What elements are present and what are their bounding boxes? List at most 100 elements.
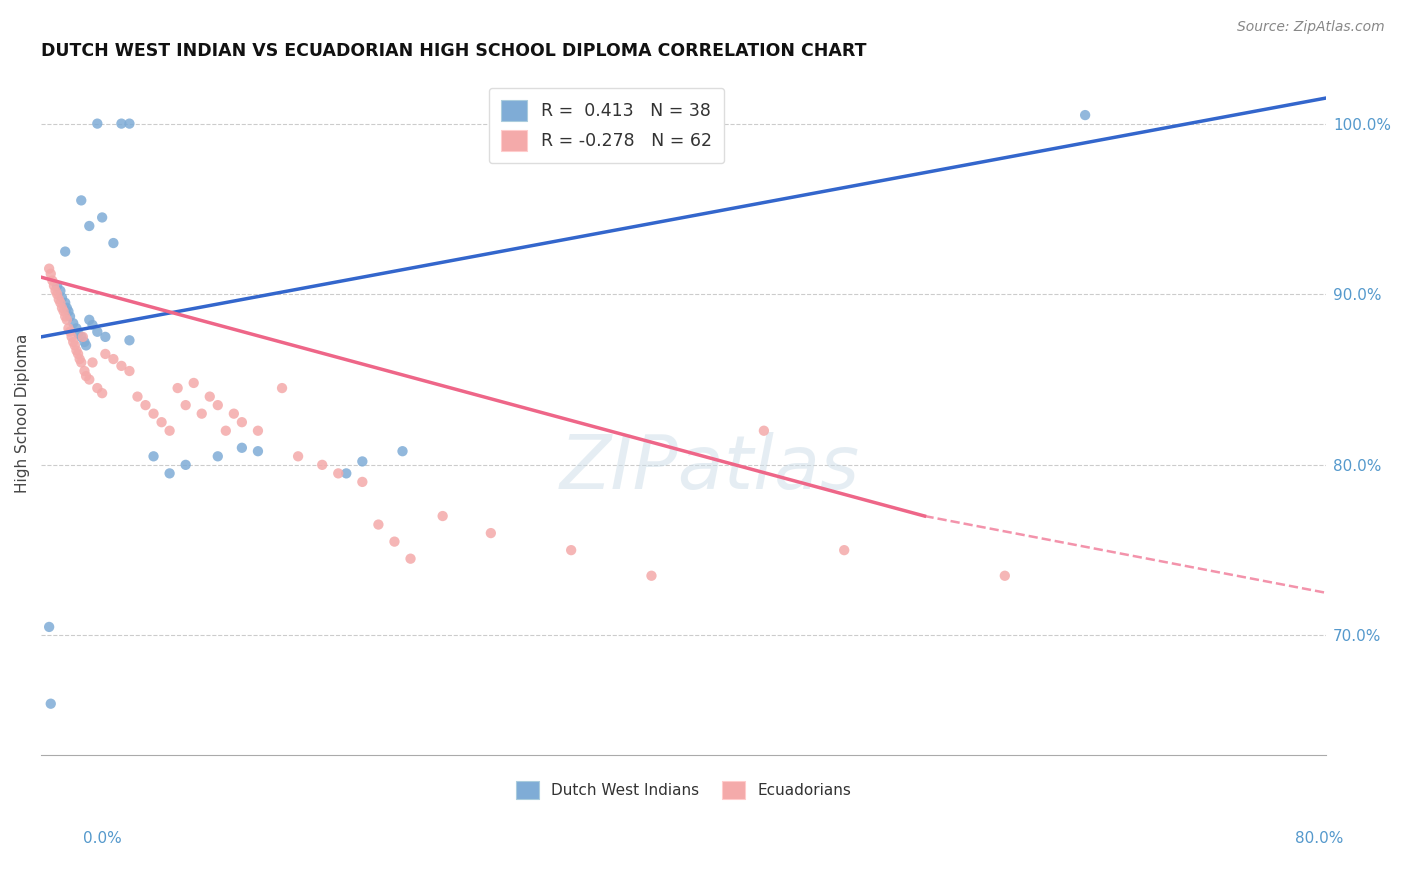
Point <box>75 338 97 352</box>
Point <box>328 467 350 481</box>
Point <box>59 325 82 339</box>
Point <box>58 321 80 335</box>
Point <box>46 278 69 293</box>
Point <box>231 415 253 429</box>
Point <box>53 295 76 310</box>
Point <box>832 543 855 558</box>
Point <box>86 381 108 395</box>
Point <box>150 415 173 429</box>
Point <box>103 235 125 250</box>
Point <box>75 369 97 384</box>
Y-axis label: High School Diploma: High School Diploma <box>15 334 30 493</box>
Point <box>52 304 75 318</box>
Point <box>384 534 406 549</box>
Point <box>58 304 80 318</box>
Point <box>190 407 212 421</box>
Point <box>70 355 93 369</box>
Point <box>142 450 165 464</box>
Point <box>49 284 72 298</box>
Point <box>118 333 141 347</box>
Point <box>222 407 245 421</box>
Legend: Dutch West Indians, Ecuadorians: Dutch West Indians, Ecuadorians <box>510 774 858 805</box>
Point <box>62 334 84 349</box>
Point <box>391 444 413 458</box>
Point <box>367 517 389 532</box>
Point <box>86 117 108 131</box>
Point <box>640 568 662 582</box>
Point <box>271 381 294 395</box>
Point <box>134 398 156 412</box>
Point <box>231 441 253 455</box>
Point <box>73 334 96 349</box>
Point <box>49 295 72 310</box>
Text: DUTCH WEST INDIAN VS ECUADORIAN HIGH SCHOOL DIPLOMA CORRELATION CHART: DUTCH WEST INDIAN VS ECUADORIAN HIGH SCH… <box>41 42 866 60</box>
Point <box>118 117 141 131</box>
Point <box>72 330 94 344</box>
Point <box>38 261 60 276</box>
Point <box>335 467 357 481</box>
Point <box>41 274 63 288</box>
Point <box>994 568 1017 582</box>
Point <box>207 450 229 464</box>
Point <box>207 398 229 412</box>
Point <box>79 219 101 233</box>
Point <box>79 372 101 386</box>
Point <box>79 313 101 327</box>
Point <box>56 301 79 315</box>
Point <box>183 376 205 390</box>
Point <box>46 287 69 301</box>
Point <box>246 424 269 438</box>
Point <box>65 321 87 335</box>
Point <box>174 458 197 472</box>
Point <box>39 267 62 281</box>
Point <box>110 359 132 373</box>
Point <box>432 509 454 524</box>
Point <box>91 386 114 401</box>
Point <box>67 347 90 361</box>
Point <box>51 301 73 315</box>
Point <box>110 117 132 131</box>
Point <box>118 364 141 378</box>
Point <box>59 310 82 324</box>
Point <box>82 355 104 369</box>
Point <box>94 330 117 344</box>
Point <box>42 278 65 293</box>
Text: 80.0%: 80.0% <box>1295 831 1343 846</box>
Point <box>352 475 374 489</box>
Point <box>127 390 149 404</box>
Point <box>62 316 84 330</box>
Point <box>352 454 374 468</box>
Point <box>51 291 73 305</box>
Point <box>166 381 188 395</box>
Point <box>45 284 67 298</box>
Point <box>159 467 181 481</box>
Text: ZIPatlas: ZIPatlas <box>560 433 859 504</box>
Point <box>287 450 309 464</box>
Point <box>53 310 76 324</box>
Point <box>86 325 108 339</box>
Point <box>94 347 117 361</box>
Point <box>174 398 197 412</box>
Point <box>53 244 76 259</box>
Point <box>1074 108 1097 122</box>
Text: 0.0%: 0.0% <box>83 831 122 846</box>
Point <box>63 338 86 352</box>
Point <box>215 424 238 438</box>
Point <box>246 444 269 458</box>
Point <box>73 364 96 378</box>
Point <box>67 326 90 341</box>
Point <box>82 318 104 332</box>
Point <box>752 424 775 438</box>
Point <box>560 543 582 558</box>
Point <box>69 352 91 367</box>
Text: Source: ZipAtlas.com: Source: ZipAtlas.com <box>1237 20 1385 34</box>
Point <box>48 293 70 307</box>
Point <box>142 407 165 421</box>
Point <box>70 330 93 344</box>
Point <box>65 343 87 358</box>
Point <box>60 330 83 344</box>
Point <box>311 458 333 472</box>
Point <box>38 620 60 634</box>
Point <box>39 697 62 711</box>
Point <box>56 313 79 327</box>
